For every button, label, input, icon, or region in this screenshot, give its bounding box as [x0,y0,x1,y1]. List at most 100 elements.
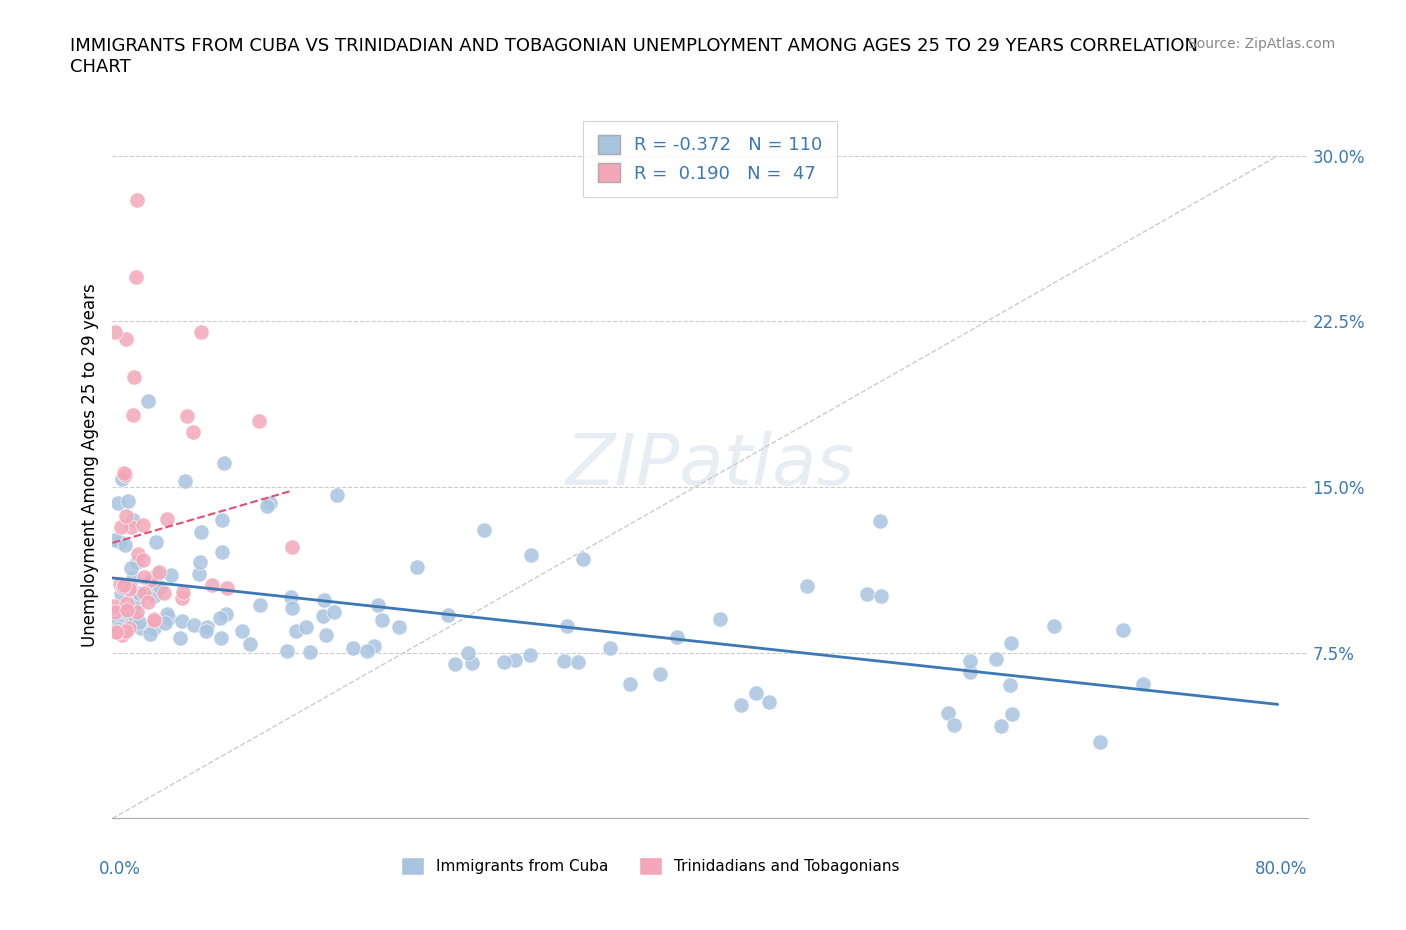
Point [363,639,385,654]
Point [183,618,205,632]
Point [201,578,224,592]
Point [110,586,132,601]
Point [356,644,378,658]
Point [139,627,162,642]
Point [107,624,129,639]
Point [312,608,335,623]
Point [869,513,891,528]
Point [943,718,966,733]
Point [146,567,169,582]
Point [145,577,167,591]
Point [1001,707,1024,722]
Point [315,628,337,643]
Point [114,508,136,523]
Text: Source: ZipAtlas.com: Source: ZipAtlas.com [1188,37,1336,51]
Point [342,640,364,655]
Point [108,534,131,549]
Point [959,665,981,680]
Point [148,579,170,594]
Point [117,620,139,635]
Point [187,566,209,581]
Point [959,653,981,668]
Point [388,620,411,635]
Text: IMMIGRANTS FROM CUBA VS TRINIDADIAN AND TOBAGONIAN UNEMPLOYMENT AMONG AGES 25 TO: IMMIGRANTS FROM CUBA VS TRINIDADIAN AND … [70,37,1198,76]
Point [111,628,134,643]
Point [125,595,148,610]
Point [112,466,135,481]
Point [134,569,156,584]
Point [1000,635,1022,650]
Point [131,552,153,567]
Point [555,618,578,633]
Point [117,596,139,611]
Point [195,624,218,639]
Text: ZIPatlas: ZIPatlas [565,431,855,499]
Point [160,567,183,582]
Point [114,468,136,483]
Point [322,604,344,619]
Point [120,611,142,626]
Point [104,533,127,548]
Point [312,592,335,607]
Point [519,647,541,662]
Point [104,605,127,620]
Point [120,561,142,576]
Point [120,520,142,535]
Point [124,610,146,625]
Point [492,655,515,670]
Point [107,621,129,636]
Point [127,604,149,619]
Point [112,579,135,594]
Point [276,644,298,658]
Point [211,545,233,560]
Point [110,520,132,535]
Point [281,539,304,554]
Point [117,493,139,508]
Point [298,644,321,659]
Point [870,589,893,604]
Point [730,698,752,712]
Point [188,554,211,569]
Point [796,579,818,594]
Point [758,695,780,710]
Point [1132,676,1154,691]
Point [134,585,156,600]
Point [127,547,149,562]
Text: 80.0%: 80.0% [1256,860,1308,878]
Point [280,589,302,604]
Point [744,685,766,700]
Point [104,325,127,339]
Point [112,578,135,592]
Point [142,621,165,636]
Point [125,612,148,627]
Point [553,654,575,669]
Point [211,513,233,528]
Point [195,619,218,634]
Point [599,641,621,656]
Point [231,623,253,638]
Point [406,560,429,575]
Point [145,534,167,549]
Point [128,615,150,630]
Point [505,652,527,667]
Point [247,414,270,429]
Point [115,603,138,618]
Point [367,598,389,613]
Point [155,616,177,631]
Y-axis label: Unemployment Among Ages 25 to 29 years: Unemployment Among Ages 25 to 29 years [80,283,98,647]
Point [619,676,641,691]
Point [472,523,495,538]
Point [141,573,163,588]
Point [214,606,236,621]
Point [650,666,672,681]
Point [176,409,198,424]
Point [127,193,149,207]
Point [118,579,141,594]
Point [984,652,1007,667]
Point [136,594,159,609]
Point [281,601,304,616]
Point [443,658,465,672]
Point [259,496,281,511]
Point [170,614,193,629]
Point [709,612,731,627]
